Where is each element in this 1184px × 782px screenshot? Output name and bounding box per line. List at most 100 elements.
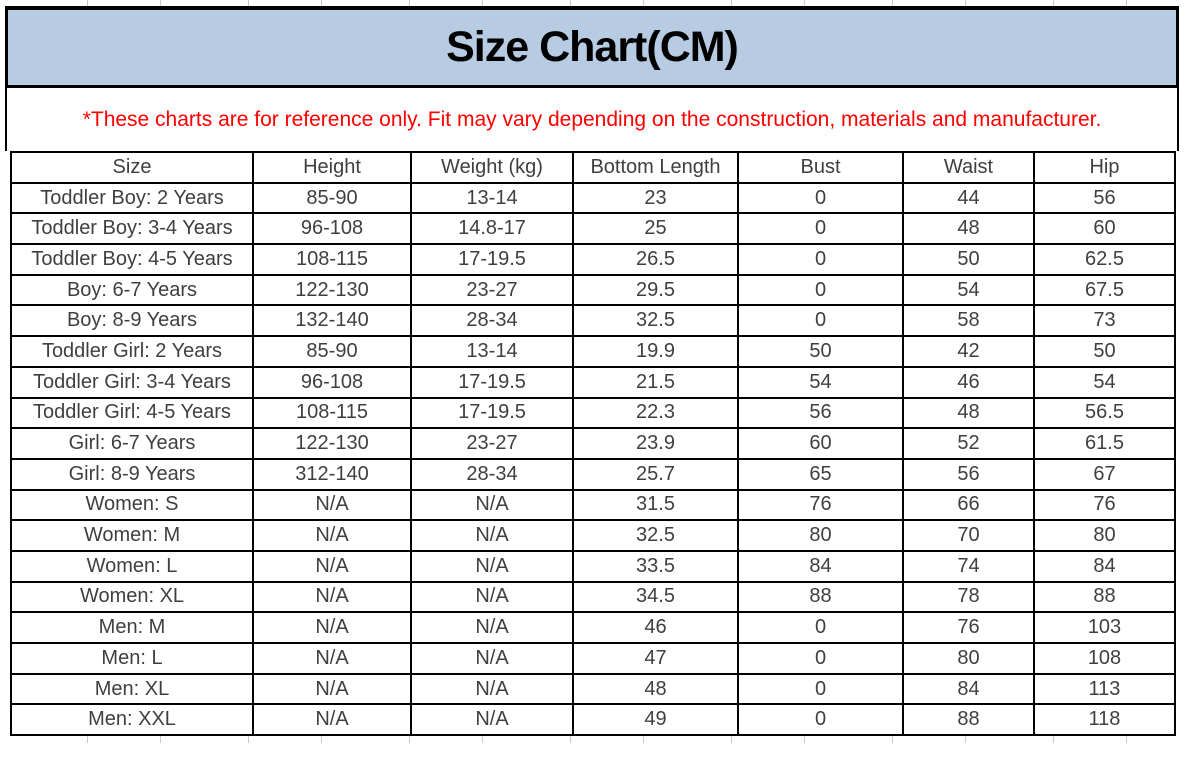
- table-head: Size Height Weight (kg) Bottom Length Bust Wa…: [10, 151, 1176, 184]
- measurement-cell: 80: [1033, 519, 1176, 552]
- measurement-cell: 70: [902, 519, 1035, 552]
- measurement-cell: 0: [737, 642, 904, 675]
- spreadsheet-gridline-strip-bottom: [0, 736, 1184, 744]
- measurement-cell: 32.5: [572, 304, 739, 338]
- measurement-cell: 108-115: [252, 396, 412, 430]
- measurement-cell: 32.5: [572, 519, 739, 552]
- measurement-cell: 96-108: [252, 212, 412, 246]
- measurement-cell: 65: [737, 457, 904, 491]
- measurement-cell: 17-19.5: [410, 396, 574, 430]
- size-label-cell: Boy: 8-9 Years: [10, 304, 254, 338]
- measurement-cell: N/A: [410, 642, 574, 675]
- table-row: Girl: 8-9 Years 312-140 28-34 25.7 65 56 67: [10, 457, 1176, 491]
- measurement-cell: 76: [1033, 488, 1176, 522]
- table-row: Toddler Girl: 4-5 Years 108-115 17-19.5 22.…: [10, 396, 1176, 430]
- measurement-cell: 47: [572, 642, 739, 675]
- measurement-cell: 49: [572, 703, 739, 737]
- measurement-cell: 84: [737, 549, 904, 583]
- measurement-cell: 46: [902, 365, 1035, 399]
- measurement-cell: 88: [1033, 580, 1176, 614]
- measurement-cell: 28-34: [410, 304, 574, 338]
- measurement-cell: 23-27: [410, 273, 574, 307]
- measurement-cell: 21.5: [572, 365, 739, 399]
- measurement-cell: 0: [737, 212, 904, 246]
- disclaimer-text: *These charts are for reference only. Fi…: [82, 107, 1102, 131]
- measurement-cell: N/A: [410, 703, 574, 737]
- measurement-cell: N/A: [252, 703, 412, 737]
- size-label-cell: Girl: 8-9 Years: [10, 457, 254, 491]
- measurement-cell: 19.9: [572, 335, 739, 368]
- measurement-cell: N/A: [410, 519, 574, 552]
- measurement-cell: 54: [737, 365, 904, 399]
- measurement-cell: N/A: [410, 580, 574, 614]
- size-label-cell: Men: L: [10, 642, 254, 675]
- measurement-cell: 50: [737, 335, 904, 368]
- measurement-cell: 96-108: [252, 365, 412, 399]
- column-header: Waist: [902, 151, 1035, 184]
- measurement-cell: N/A: [410, 549, 574, 583]
- size-label-cell: Men: M: [10, 611, 254, 644]
- measurement-cell: 50: [1033, 335, 1176, 368]
- table-row: Girl: 6-7 Years 122-130 23-27 23.9 60 52 61.5: [10, 427, 1176, 460]
- measurement-cell: 67: [1033, 457, 1176, 491]
- measurement-cell: 58: [902, 304, 1035, 338]
- measurement-cell: 312-140: [252, 457, 412, 491]
- measurement-cell: N/A: [252, 642, 412, 675]
- measurement-cell: 34.5: [572, 580, 739, 614]
- measurement-cell: 56: [737, 396, 904, 430]
- table-row: Toddler Boy: 4-5 Years 108-115 17-19.5 26.5…: [10, 243, 1176, 276]
- measurement-cell: 48: [902, 396, 1035, 430]
- measurement-cell: 29.5: [572, 273, 739, 307]
- measurement-cell: N/A: [252, 519, 412, 552]
- measurement-cell: 73: [1033, 304, 1176, 338]
- measurement-cell: 0: [737, 181, 904, 215]
- table-row: Men: L N/A N/A 47 0 80 108: [10, 642, 1176, 675]
- measurement-cell: 0: [737, 243, 904, 276]
- measurement-cell: 113: [1033, 672, 1176, 706]
- measurement-cell: N/A: [252, 580, 412, 614]
- measurement-cell: 44: [902, 181, 1035, 215]
- column-header: Bottom Length: [572, 151, 739, 184]
- size-label-cell: Toddler Girl: 2 Years: [10, 335, 254, 368]
- measurement-cell: 26.5: [572, 243, 739, 276]
- measurement-cell: 25: [572, 212, 739, 246]
- measurement-cell: 74: [902, 549, 1035, 583]
- measurement-cell: 85-90: [252, 181, 412, 215]
- measurement-cell: 56.5: [1033, 396, 1176, 430]
- size-label-cell: Women: S: [10, 488, 254, 522]
- table-header-row: Size Height Weight (kg) Bottom Length Bust Wa…: [10, 151, 1176, 184]
- measurement-cell: 132-140: [252, 304, 412, 338]
- measurement-cell: 84: [1033, 549, 1176, 583]
- measurement-cell: 103: [1033, 611, 1176, 644]
- measurement-cell: 56: [1033, 181, 1176, 215]
- measurement-cell: 22.3: [572, 396, 739, 430]
- size-label-cell: Toddler Boy: 4-5 Years: [10, 243, 254, 276]
- measurement-cell: 0: [737, 304, 904, 338]
- measurement-cell: 28-34: [410, 457, 574, 491]
- measurement-cell: 17-19.5: [410, 365, 574, 399]
- table-row: Toddler Boy: 2 Years 85-90 13-14 23 0 44 56: [10, 181, 1176, 215]
- table-row: Women: XL N/A N/A 34.5 88 78 88: [10, 580, 1176, 614]
- measurement-cell: 48: [902, 212, 1035, 246]
- measurement-cell: 80: [902, 642, 1035, 675]
- measurement-cell: 0: [737, 703, 904, 737]
- size-label-cell: Toddler Girl: 4-5 Years: [10, 396, 254, 430]
- measurement-cell: 122-130: [252, 427, 412, 460]
- measurement-cell: 23: [572, 181, 739, 215]
- measurement-cell: N/A: [252, 672, 412, 706]
- measurement-cell: 66: [902, 488, 1035, 522]
- chart-title-banner: Size Chart(CM): [5, 6, 1179, 88]
- measurement-cell: 118: [1033, 703, 1176, 737]
- table-row: Toddler Girl: 3-4 Years 96-108 17-19.5 21.5…: [10, 365, 1176, 399]
- measurement-cell: 17-19.5: [410, 243, 574, 276]
- column-header: Height: [252, 151, 412, 184]
- measurement-cell: N/A: [252, 549, 412, 583]
- size-label-cell: Toddler Boy: 3-4 Years: [10, 212, 254, 246]
- table-row: Men: XL N/A N/A 48 0 84 113: [10, 672, 1176, 706]
- measurement-cell: 61.5: [1033, 427, 1176, 460]
- column-header: Size: [10, 151, 254, 184]
- measurement-cell: 76: [902, 611, 1035, 644]
- column-header: Weight (kg): [410, 151, 574, 184]
- size-label-cell: Toddler Girl: 3-4 Years: [10, 365, 254, 399]
